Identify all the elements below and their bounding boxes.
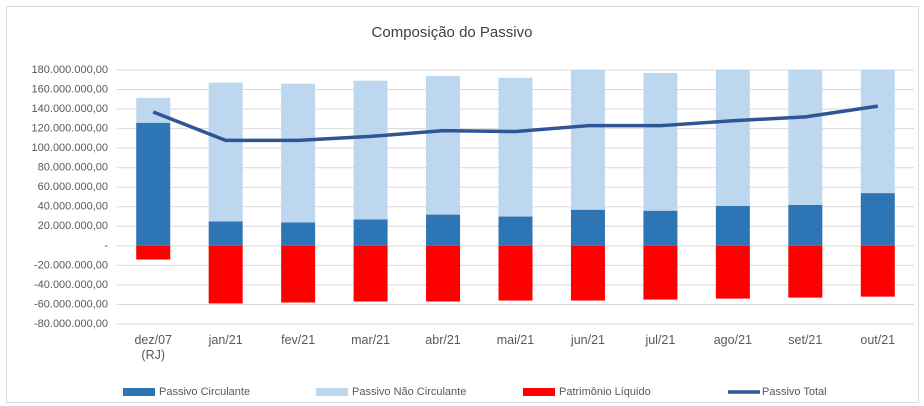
y-tick-label: 20.000.000,00: [38, 220, 108, 232]
bar-segment: [570, 70, 605, 210]
y-tick-label: 60.000.000,00: [38, 181, 108, 193]
bar-segment: [353, 80, 388, 220]
bar-segment: [426, 245, 461, 302]
x-tick-label: dez/07 (RJ): [134, 333, 172, 362]
legend-swatch: [316, 388, 348, 396]
bar-segment: [281, 222, 316, 246]
bar-segment: [353, 245, 388, 302]
line: [152, 104, 879, 143]
legend-swatch: [523, 388, 555, 396]
bar-segment: [136, 97, 171, 123]
legend-label: Passivo Circulante: [159, 386, 250, 398]
bar-segment: [353, 219, 388, 246]
bar-segment: [570, 209, 605, 246]
bar-segment: [136, 122, 171, 246]
bar-segment: [643, 210, 678, 246]
x-tick-label: mar/21: [351, 333, 391, 347]
bar-segment: [715, 205, 750, 246]
y-tick-label: 140.000.000,00: [32, 103, 108, 115]
x-tick-label: out/21: [860, 333, 896, 347]
bar-segment: [208, 82, 243, 222]
bar-segment: [860, 193, 895, 246]
y-tick-label: -80.000.000,00: [34, 318, 108, 330]
bar-segment: [426, 214, 461, 246]
plot: [136, 70, 895, 304]
bar-segment: [860, 245, 895, 297]
bar-segment: [788, 204, 823, 246]
bar-segment: [498, 77, 533, 217]
x-tick-label: jan/21: [208, 333, 243, 347]
x-tick-label: jun/21: [570, 333, 605, 347]
x-tick-label: set/21: [788, 333, 823, 347]
y-tick-label: 180.000.000,00: [32, 64, 108, 76]
bar-segment: [570, 245, 605, 301]
x-tick-label: mai/21: [496, 333, 535, 347]
x-tick-label: abr/21: [425, 333, 461, 347]
y-tick-label: -40.000.000,00: [34, 279, 108, 291]
bar-segment: [643, 245, 678, 300]
bar-segment: [715, 70, 750, 206]
x-tick-label: ago/21: [713, 333, 752, 347]
bar-segment: [281, 83, 316, 223]
x-tick-label: fev/21: [281, 333, 316, 347]
legend-label: Patrimônio Líquido: [559, 386, 651, 398]
y-tick-label: -20.000.000,00: [34, 259, 108, 271]
x-tick-label: jul/21: [645, 333, 676, 347]
bar-segment: [426, 75, 461, 215]
y-tick-label: 80.000.000,00: [38, 162, 108, 174]
legend-swatch: [123, 388, 155, 396]
bar-segment: [788, 70, 823, 205]
bar-segment: [281, 245, 316, 303]
bar-segment: [715, 245, 750, 299]
bar-segment: [498, 216, 533, 246]
bar-segment: [643, 72, 678, 211]
y-tick-label: 40.000.000,00: [38, 201, 108, 213]
legend-label: Passivo Não Circulante: [352, 386, 466, 398]
bar-segment: [208, 245, 243, 304]
bar-segment: [136, 245, 171, 260]
chart-title: Composição do Passivo: [372, 24, 533, 41]
legend-label: Passivo Total: [762, 386, 827, 398]
bar-segment: [498, 245, 533, 301]
y-tick-label: -60.000.000,00: [34, 298, 108, 310]
bar-segment: [788, 245, 823, 298]
y-tick-label: -: [104, 240, 108, 252]
y-tick-label: 160.000.000,00: [32, 83, 108, 95]
bar-segment: [208, 221, 243, 246]
bar-segment: [860, 70, 895, 194]
y-tick-label: 100.000.000,00: [32, 142, 108, 154]
y-tick-label: 120.000.000,00: [32, 123, 108, 135]
